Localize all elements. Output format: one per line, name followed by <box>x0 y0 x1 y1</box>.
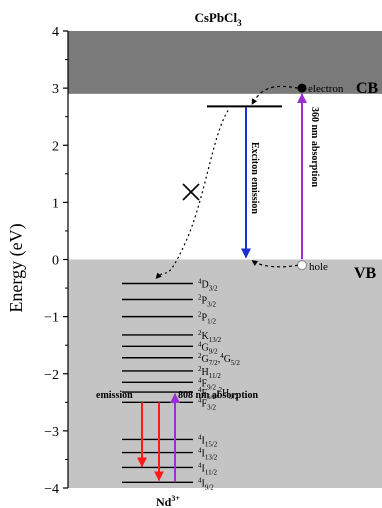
conduction-band-region <box>68 31 382 94</box>
nd-level-label: 4D3/2 <box>198 277 218 292</box>
hole-label: hole <box>309 261 328 273</box>
nd-level-label: 4F5/2,2H9/2 <box>198 386 239 401</box>
nd-level-label: 2H11/2 <box>198 365 221 380</box>
nd-level-label: 4I11/2 <box>198 461 218 476</box>
electron-label: electron <box>308 83 344 95</box>
nd-level-label: 2P3/2 <box>198 293 217 308</box>
y-tick-label: 2 <box>52 139 59 154</box>
cb-label: CB <box>356 80 379 97</box>
nd-level-label: 4I13/2 <box>198 447 218 462</box>
absorption-808nm-label: 808 nm absorption <box>178 390 258 401</box>
nd-level-label: 4F3/2 <box>198 396 217 411</box>
y-axis-label: Energy (eV) <box>6 223 27 312</box>
nd-level-label: 2P1/2 <box>198 311 217 326</box>
nd-level-label: 2G7/2,4G5/2 <box>198 352 240 367</box>
nd-level-label: 4G9/2 <box>198 340 218 355</box>
y-tick-label: −2 <box>44 368 59 383</box>
energy-transfer-curve <box>155 110 229 279</box>
vb-label: VB <box>354 265 377 282</box>
y-tick-label: 1 <box>52 196 59 211</box>
valence-band-region <box>68 259 382 488</box>
electron-relaxation-curve <box>251 85 299 105</box>
electron-dot <box>297 83 307 93</box>
blocked-transfer-cross-icon <box>182 183 200 201</box>
exciton-emission-label: Exciton emission <box>249 142 260 214</box>
nd-level-label: 2K13/2 <box>198 329 222 344</box>
y-tick-label: −1 <box>44 311 59 326</box>
nd-level-label: 4I9/2 <box>198 476 214 491</box>
hole-relaxation-curve <box>251 259 299 268</box>
nd-label: Nd3+ <box>156 494 180 508</box>
y-tick-label: −3 <box>44 425 59 440</box>
y-tick-label: 3 <box>52 82 59 97</box>
nd-level-label: 4I15/2 <box>198 433 218 448</box>
chart-title: CsPbCl3 <box>194 10 242 28</box>
y-axis: 4 3 2 1 0 −1 −2 −3 −4 <box>44 25 69 497</box>
emission-label: emission <box>96 390 133 401</box>
y-tick-label: −4 <box>44 482 59 497</box>
absorption-360nm-label: 360 nm absorption <box>309 107 320 187</box>
y-tick-label: 0 <box>52 254 59 269</box>
nd-level-label: 4F9/2 <box>198 376 217 391</box>
y-tick-label: 4 <box>52 25 59 40</box>
hole-dot <box>297 260 307 271</box>
